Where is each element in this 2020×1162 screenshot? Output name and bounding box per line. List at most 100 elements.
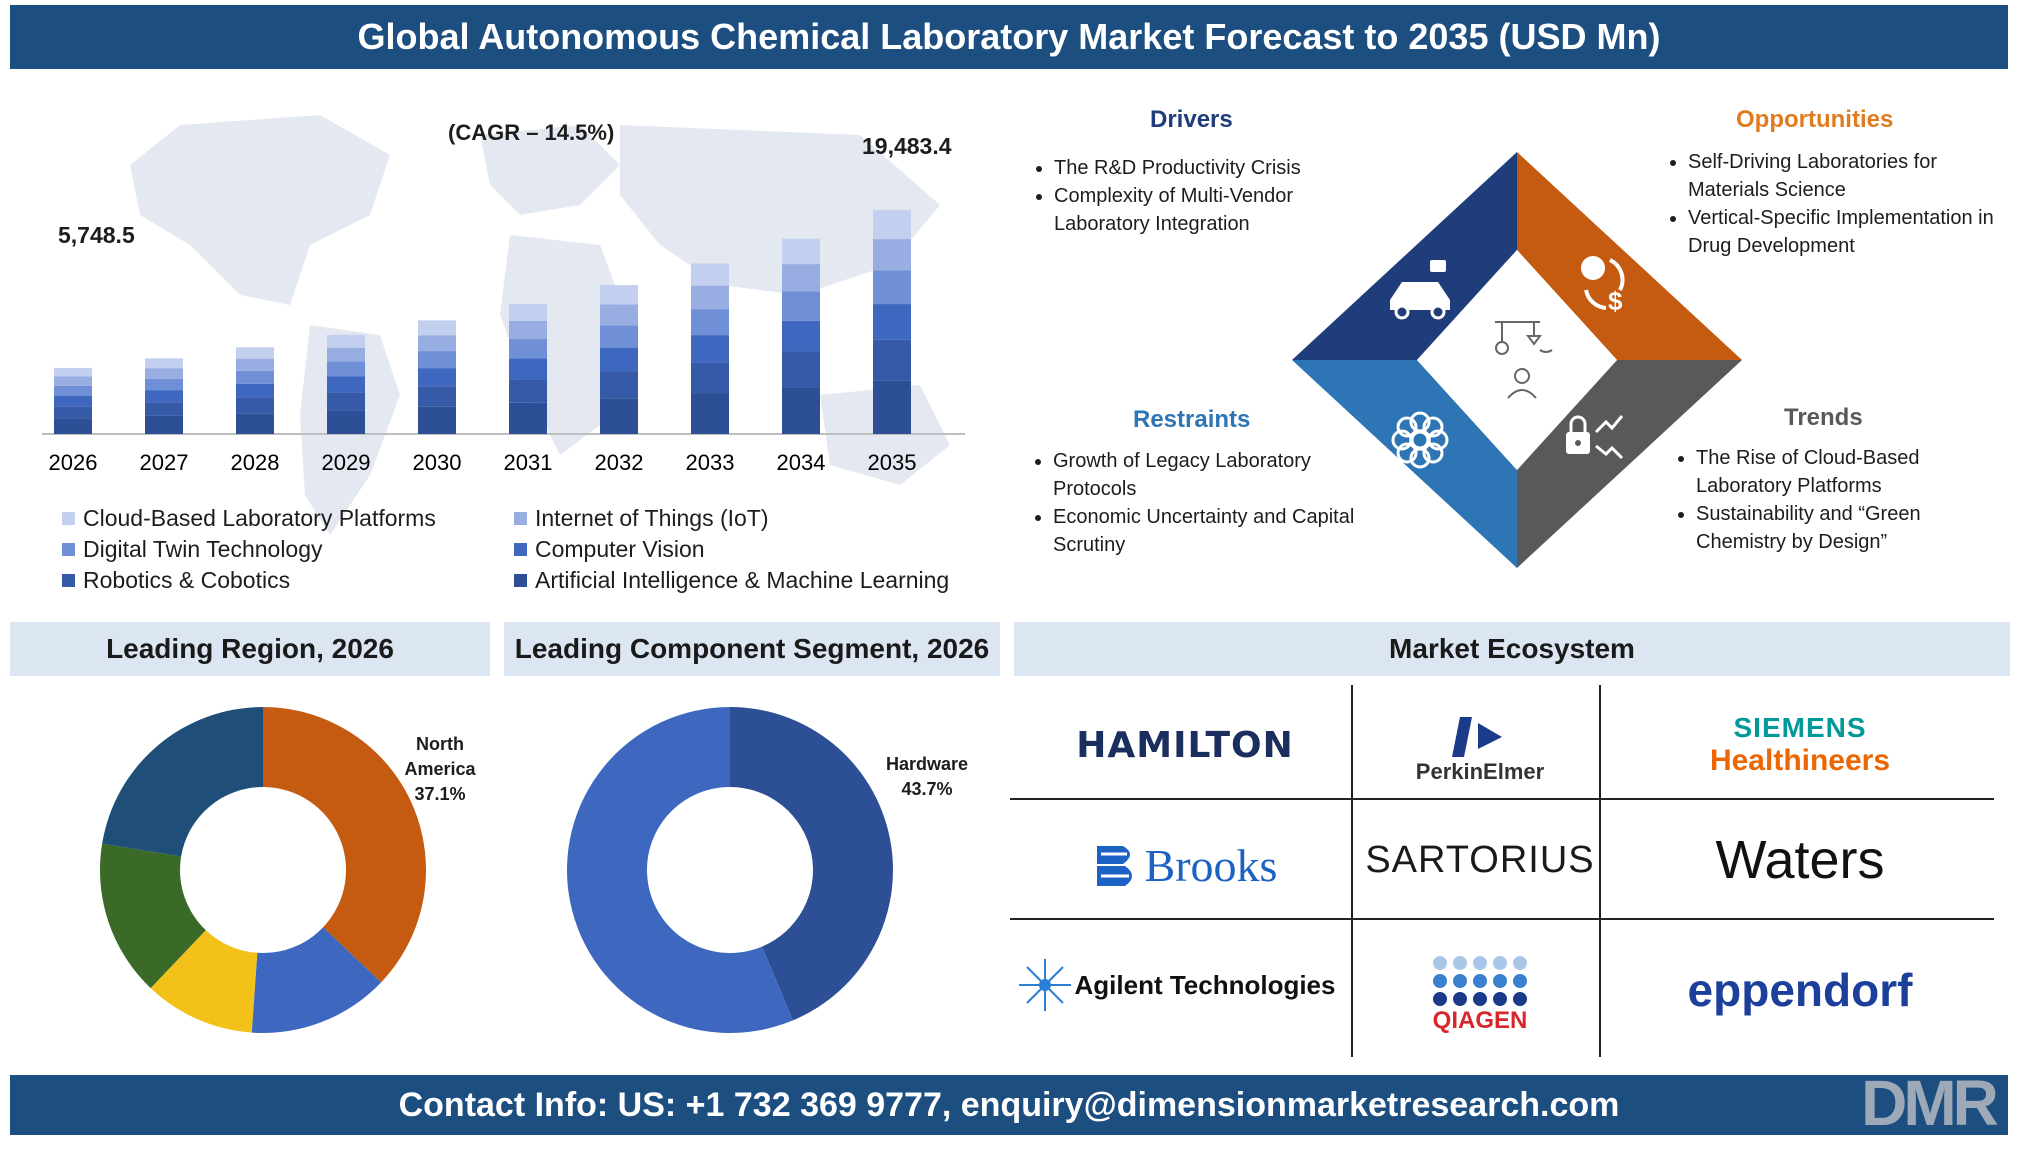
region-donut-chart [100, 707, 426, 1033]
component-label-value: 43.7% [901, 779, 953, 799]
bar-segment [600, 347, 638, 372]
bar-segment [509, 320, 547, 340]
bar-segment [418, 406, 456, 434]
leading-component-header: Leading Component Segment, 2026 [504, 622, 1000, 676]
bar-segment [236, 358, 274, 371]
bar-segment [236, 347, 274, 359]
donut-slice [730, 707, 893, 1021]
bar-segment [873, 239, 911, 271]
bar-segment [418, 368, 456, 387]
x-tick-label: 2033 [686, 450, 735, 475]
component-label-name: Hardware [885, 754, 969, 774]
bar-segment [600, 398, 638, 434]
bar-segment [418, 320, 456, 336]
agilent-spark-icon [1018, 959, 1071, 1011]
quadrant-diamond: $ [1292, 152, 1742, 568]
legend-swatch [514, 574, 527, 587]
bar-segment [782, 320, 820, 352]
x-tick-label: 2034 [777, 450, 826, 475]
bar-segment [782, 264, 820, 292]
restraints-title: Restraints [1133, 406, 1251, 433]
bar-segment [236, 370, 274, 384]
eppendorf-logo: eppendorf [1687, 964, 1913, 1016]
svg-text:$: $ [1608, 286, 1623, 316]
legend-label: Artificial Intelligence & Machine Learni… [535, 567, 950, 593]
bar-segment [327, 361, 365, 377]
bar-segment [873, 209, 911, 240]
x-tick-label: 2031 [504, 450, 553, 475]
agilent-logo: Agilent Technologies [1000, 940, 1350, 1030]
perkinelmer-mark-icon [1452, 717, 1502, 757]
opportunities-item: Vertical-Specific Implementation in Drug… [1688, 204, 2018, 260]
legend-label: Internet of Things (IoT) [535, 505, 769, 531]
bar-segment [873, 304, 911, 340]
drivers-item: The R&D Productivity Crisis [1054, 154, 1384, 182]
bar-segment [600, 325, 638, 348]
cagr-label: (CAGR – 14.5%) [448, 120, 615, 145]
last-value-label: 19,483.4 [862, 133, 952, 159]
legend-swatch [514, 543, 527, 556]
trends-item: Sustainability and “Green Chemistry by D… [1696, 500, 2016, 556]
bar-segment [873, 380, 911, 434]
bar-segment [509, 379, 547, 403]
bar-segment [691, 335, 729, 363]
bar-segment [327, 410, 365, 434]
region-label-value: 37.1% [414, 784, 466, 804]
bar-segment [418, 351, 456, 369]
legend-swatch [62, 512, 75, 525]
restraints-item: Economic Uncertainty and Capital Scrutin… [1053, 503, 1373, 559]
siemens-healthineers-logo: SIEMENS Healthineers [1709, 712, 1891, 777]
bar-segment [691, 263, 729, 286]
qiagen-logo: QIAGEN [1360, 945, 1600, 1045]
bar-segment [782, 238, 820, 265]
bar-segment [145, 415, 183, 434]
region-slice-label: North America 37.1% [398, 732, 482, 807]
hamilton-logo: HAMILTON [1076, 724, 1294, 766]
diamond-bottom-right [1517, 360, 1742, 568]
legend-swatch [62, 543, 75, 556]
bar-segment [782, 387, 820, 434]
bar-segment [600, 304, 638, 326]
opportunities-item: Self-Driving Laboratories for Materials … [1688, 148, 2018, 204]
bar-segment [327, 376, 365, 393]
x-tick-label: 2026 [49, 450, 98, 475]
bar-segment [509, 303, 547, 321]
qiagen-dots-icon [1433, 956, 1527, 1006]
bar-segment [509, 339, 547, 359]
bar-segment [509, 358, 547, 380]
drivers-title: Drivers [1150, 106, 1233, 133]
legend-label: Cloud-Based Laboratory Platforms [83, 505, 436, 531]
lab-robot-icon [1495, 321, 1553, 399]
donut-slice [150, 930, 258, 1033]
drivers-item: Complexity of Multi-Vendor Laboratory In… [1054, 182, 1384, 238]
bar-segment [782, 291, 820, 321]
bar-segment [873, 339, 911, 381]
x-tick-label: 2029 [322, 450, 371, 475]
contact-info: Contact Info: US: +1 732 369 9777, enqui… [398, 1085, 1620, 1124]
footer-bar: Contact Info: US: +1 732 369 9777, enqui… [10, 1075, 2008, 1135]
donut-slice [251, 927, 382, 1033]
donut-slice [102, 707, 263, 857]
leading-region-header: Leading Region, 2026 [10, 622, 490, 676]
market-ecosystem-header: Market Ecosystem [1014, 622, 2010, 676]
legend-swatch [514, 512, 527, 525]
brooks-mark-icon [1096, 846, 1132, 886]
bar-segment [691, 309, 729, 336]
bar-segment [418, 386, 456, 407]
page-title: Global Autonomous Chemical Laboratory Ma… [357, 16, 1661, 57]
idea-dollar-icon: $ [1581, 256, 1625, 316]
lock-trend-icon [1566, 415, 1624, 460]
legend-item: Internet of Things (IoT) [514, 505, 769, 532]
diamond-top-right [1517, 152, 1742, 360]
bar-segment [236, 397, 274, 414]
bar-segment [509, 402, 547, 434]
bar-segment [54, 376, 92, 386]
bar-segment [418, 335, 456, 352]
waters-logo: Waters [1715, 830, 1885, 890]
opportunities-list: Self-Driving Laboratories for Materials … [1660, 148, 2018, 260]
legend-item: Robotics & Cobotics [62, 567, 290, 594]
bar-segment [873, 270, 911, 305]
legend-item: Cloud-Based Laboratory Platforms [62, 505, 436, 532]
donut-slice [100, 843, 206, 989]
x-tick-label: 2030 [413, 450, 462, 475]
